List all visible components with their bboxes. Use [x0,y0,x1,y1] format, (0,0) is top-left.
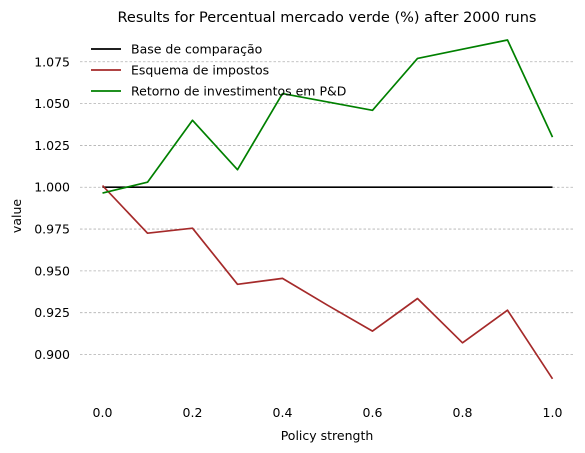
y-tick-label: 0.975 [34,222,70,237]
x-tick-label: 0.6 [363,405,383,420]
y-tick-label: 1.050 [34,96,70,111]
legend-entry-label: Retorno de investimentos em P&D [131,84,346,99]
x-axis-label: Policy strength [281,428,374,443]
x-tick-label: 0.4 [273,405,293,420]
y-axis-label: value [9,199,24,233]
x-axis-ticks: 0.0 0.2 0.4 0.6 0.8 1.0 [93,405,563,420]
series-line-2 [102,39,554,194]
series-lines [101,39,554,380]
x-tick-label: 1.0 [543,405,563,420]
x-tick-label: 0.8 [453,405,473,420]
legend-entry-label: Esquema de impostos [131,63,269,78]
y-axis-ticks: 0.900 0.925 0.950 0.975 1.000 1.025 1.050 1.075 [34,54,70,362]
chart-title: Results for Percentual mercado verde (%)… [118,10,537,26]
legend: Base de comparação Esquema de impostos Ret… [91,42,346,99]
y-tick-label: 1.000 [34,180,70,195]
y-tick-label: 1.075 [34,54,70,69]
x-tick-label: 0.0 [93,405,113,420]
series-line-1 [101,185,554,380]
y-tick-label: 0.950 [34,263,70,278]
y-tick-label: 1.025 [34,138,70,153]
x-tick-label: 0.2 [183,405,203,420]
y-tick-label: 0.925 [34,305,70,320]
legend-entry-label: Base de comparação [131,42,262,57]
y-tick-label: 0.900 [34,347,70,362]
